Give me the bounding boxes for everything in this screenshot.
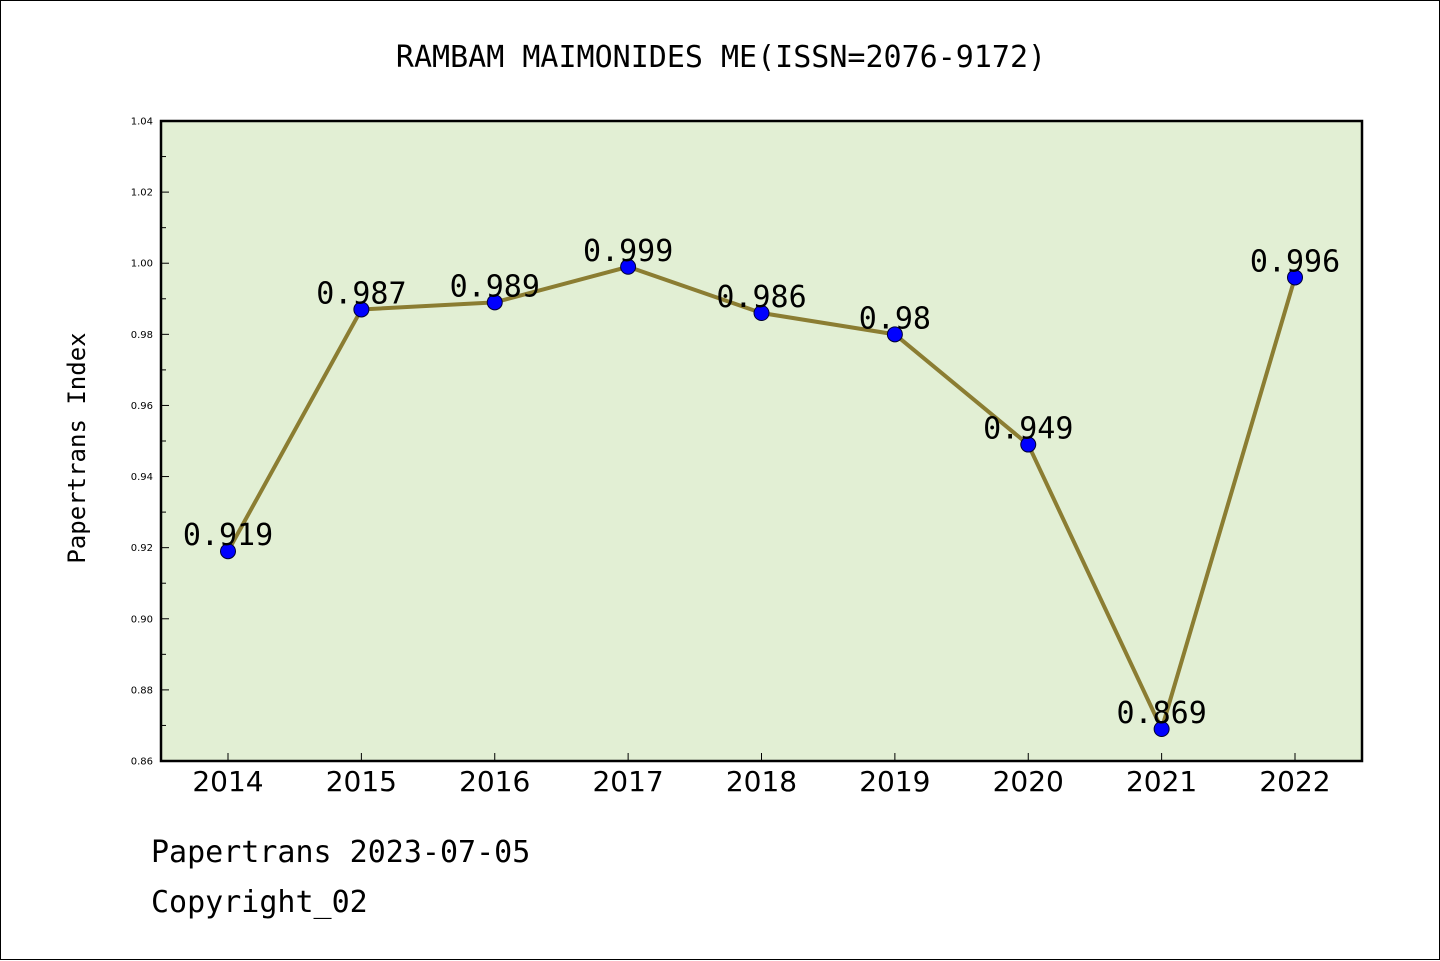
y-tick-label: 1.00 [131,259,153,270]
data-label: 0.987 [316,276,406,311]
data-point [353,301,370,318]
y-axis-ticks: 0.86 0.88 0.90 0.92 0.94 0.96 0.98 1.00 1.02 1.04 [131,117,169,768]
data-point [1153,721,1170,737]
x-tick-label: 2015 [326,765,397,798]
data-label: 0.996 [1250,244,1340,279]
x-tick-label: 2022 [1259,765,1330,798]
x-tick-label: 2021 [1126,765,1197,798]
data-label: 0.869 [1116,696,1206,731]
x-tick-label: 2017 [592,765,663,798]
x-tick-label: 2019 [859,765,930,798]
data-label: 0.989 [450,269,540,304]
y-axis-label: Papertrans Index [63,332,91,563]
data-label: 0.999 [583,234,673,269]
x-axis-ticks: 2014 2015 2016 2017 2018 2019 2020 2021 2022 [192,753,1331,798]
data-point [886,326,903,343]
y-tick-label: 1.04 [131,117,153,128]
data-point [486,294,503,311]
footer-date: Papertrans 2023-07-05 [151,835,531,870]
chart-title: RAMBAM MAIMONIDES ME(ISSN=2076-9172) [396,40,1046,75]
footer-copyright: Copyright_02 [151,885,368,920]
data-point [220,543,236,560]
data-point [753,305,770,321]
data-point [1287,269,1303,286]
data-label: 0.98 [859,301,931,336]
data-labels: 0.919 0.987 0.989 0.999 0.986 0.98 0.949 0.869 0… [183,234,1340,731]
data-point [620,258,637,275]
plot-area [159,119,1364,763]
x-tick-label: 2020 [993,765,1064,798]
x-tick-label: 2018 [726,765,797,798]
y-tick-label: 0.94 [131,472,153,483]
data-label: 0.986 [716,280,806,315]
x-tick-label: 2014 [192,765,263,798]
y-tick-label: 0.98 [131,330,153,341]
y-tick-label: 0.92 [131,543,153,554]
y-tick-label: 0.88 [131,685,153,696]
y-tick-label: 0.90 [131,614,153,625]
y-tick-label: 1.02 [131,188,153,199]
y-tick-label: 0.96 [131,401,153,412]
y-tick-label: 0.86 [131,757,153,768]
x-tick-label: 2016 [459,765,530,798]
data-markers [220,258,1303,737]
data-point [1020,436,1037,453]
data-label: 0.919 [183,518,273,553]
data-label: 0.949 [983,412,1073,447]
